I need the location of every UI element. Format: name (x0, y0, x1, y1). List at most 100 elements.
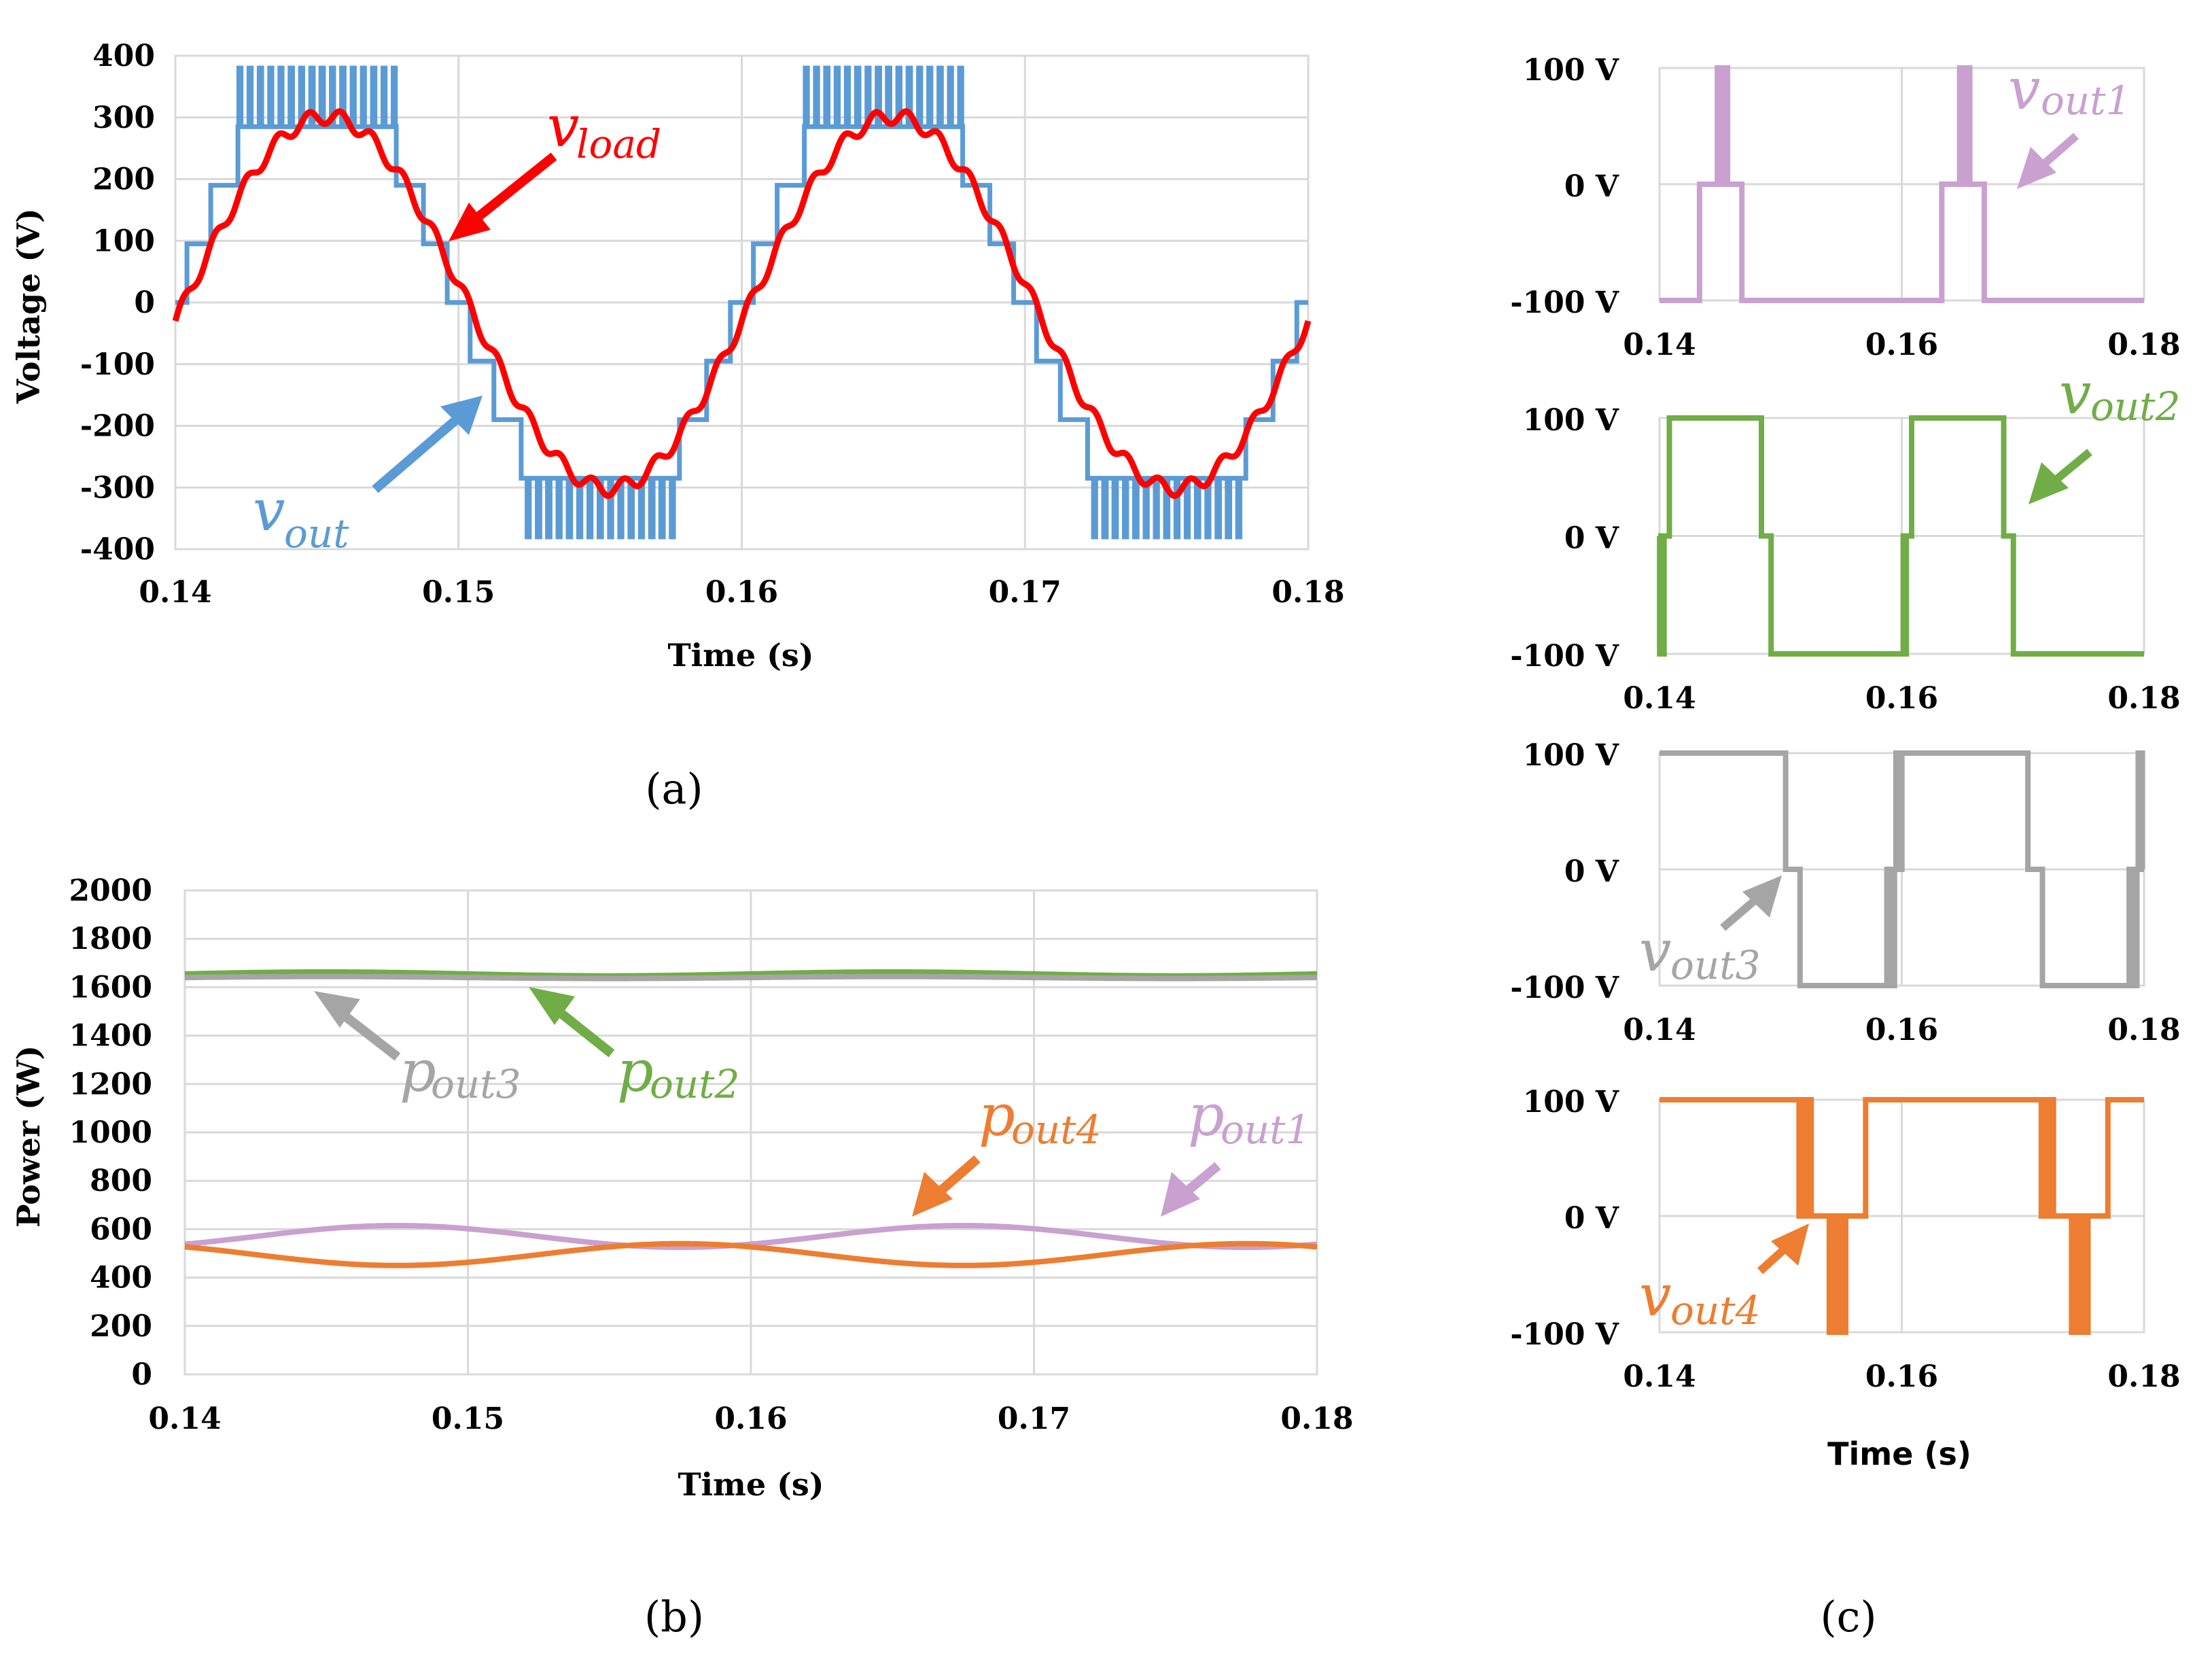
annotation-p-out1-base: p (1188, 1082, 1225, 1149)
subplot-y-tick: 0 V (1564, 169, 1619, 204)
annotation-p-out4: p out4 (912, 1082, 1101, 1217)
panel-a-label: (a) (645, 764, 703, 814)
annotation-p-out3-sub: out3 (431, 1061, 521, 1107)
subplot-v-out4: 100 V 0 V -100 V0.14 0.16 0.18 (1510, 1085, 2180, 1394)
annotation-v-out4-base: v (1639, 1262, 1671, 1329)
subplot-y-tick: 0 V (1564, 854, 1619, 889)
annotation-v-out2-arrowhead (2029, 462, 2069, 504)
subplot-y-tick: 100 V (1523, 53, 1619, 88)
panel-b-y-tick: 2000 (69, 873, 152, 908)
annotation-v-out: v out (253, 396, 482, 557)
annotation-v-out3-sub: out3 (1670, 942, 1760, 988)
annotation-v-out3-arrowhead (1742, 875, 1782, 918)
subplot-y-tick: -100 V (1510, 971, 1619, 1005)
annotation-p-out4-base: p (979, 1082, 1015, 1149)
annotation-p-out2-base: p (617, 1038, 654, 1105)
subplot-y-tick: 100 V (1523, 738, 1619, 773)
panel-c-x-axis-label: Time (s) (1827, 1436, 1971, 1472)
annotation-v-load: v load (449, 93, 661, 241)
subplot-v-out1: 100 V 0 V -100 V0.14 0.16 0.18 (1510, 53, 2180, 362)
series-v-out (175, 65, 1308, 540)
annotation-v-out-arrowhead (440, 396, 482, 435)
annotation-v-out3-base: v (1639, 918, 1671, 984)
panel-a-voltage-chart: 400 300 200 100 0 -100 -200 -300 -400 0.14 0.15 0.1… (10, 39, 1345, 814)
panel-b-y-tick: 0 (131, 1357, 152, 1392)
subplot-v-out3: 100 V 0 V -100 V0.14 0.16 0.18 (1510, 738, 2180, 1047)
annotation-v-out-base: v (253, 477, 285, 544)
subplot-x-tick: 0.16 (1865, 1013, 1938, 1047)
annotation-v-out-sub: out (284, 510, 349, 557)
annotation-v-out2: v out2 (2029, 360, 2180, 504)
panel-b-y-axis-label: Power (W) (10, 1045, 47, 1228)
panel-a-y-tick: 100 (92, 224, 155, 258)
annotation-p-out1-arrowhead (1161, 1172, 1200, 1217)
panel-b-y-tick: 600 (90, 1212, 152, 1247)
subplot-x-tick: 0.16 (1865, 681, 1938, 716)
subplot-x-tick: 0.18 (2107, 328, 2180, 362)
panel-a-y-tick: -200 (80, 409, 155, 444)
subplot-y-tick: -100 V (1510, 639, 1619, 674)
subplot-x-tick: 0.18 (2107, 681, 2180, 716)
annotation-p-out2-arrowhead (529, 987, 575, 1025)
subplot-y-tick: 100 V (1523, 1085, 1619, 1119)
subplot-x-tick: 0.16 (1865, 1359, 1938, 1394)
annotation-v-out2-sub: out2 (2090, 383, 2180, 430)
panel-b-y-tick: 1200 (69, 1067, 152, 1102)
subplot-y-tick: -100 V (1510, 1317, 1619, 1352)
panel-a-x-tick: 0.18 (1271, 575, 1344, 610)
series-p-out3 (184, 973, 1317, 981)
annotation-v-out1-sub: out1 (2041, 77, 2130, 124)
panel-b-y-tick: 1000 (69, 1115, 152, 1150)
subplot-x-tick: 0.18 (2107, 1359, 2180, 1394)
series-v-out3 (1660, 750, 2145, 988)
panel-b-label: (b) (644, 1592, 704, 1641)
panel-b-x-tick: 0.18 (1280, 1402, 1353, 1436)
annotation-v-out1-arrowhead (2017, 147, 2056, 189)
subplot-x-tick: 0.14 (1623, 1013, 1696, 1047)
subplot-x-tick: 0.18 (2107, 1013, 2180, 1047)
panel-a-x-tick: 0.16 (705, 575, 778, 610)
annotation-v-load-sub: load (576, 121, 661, 167)
annotation-v-out1: v out1 (2008, 56, 2130, 189)
panel-b-y-tick: 400 (90, 1261, 152, 1296)
subplot-y-tick: 0 V (1564, 521, 1619, 556)
subplot-y-tick: 0 V (1564, 1201, 1619, 1236)
panel-a-x-axis-label: Time (s) (667, 637, 813, 674)
annotation-p-out3-base: p (400, 1038, 436, 1105)
series-v-load (172, 108, 1312, 499)
annotation-v-out-arrow (372, 411, 466, 493)
annotation-p-out2-sub: out2 (650, 1061, 739, 1107)
annotation-v-out4: v out4 (1639, 1223, 1809, 1334)
annotation-v-load-arrowhead (449, 203, 491, 241)
annotation-v-out2-base: v (2059, 360, 2091, 427)
annotation-v-out1-base: v (2008, 56, 2040, 122)
annotation-p-out3: p out3 (314, 991, 521, 1107)
panel-a-y-tick: 300 (92, 101, 155, 135)
series-p-out1 (184, 1223, 1318, 1251)
annotation-v-load-arrow (466, 152, 557, 228)
annotation-v-load-base: v (547, 93, 579, 160)
panel-b-power-chart: 20001800160014001200100080060040020000.1… (10, 873, 1354, 1641)
panel-a-y-tick: -300 (80, 470, 155, 505)
panel-b-y-tick: 1800 (69, 922, 152, 956)
panel-b-x-axis-label: Time (s) (678, 1466, 824, 1503)
panel-a-y-tick: 400 (92, 39, 155, 73)
annotation-p-out2: p out2 (529, 987, 739, 1107)
annotation-p-out4-arrowhead (912, 1172, 953, 1217)
annotation-p-out1: p out1 (1161, 1082, 1310, 1217)
panel-a-x-tick: 0.17 (989, 575, 1061, 610)
panel-a-y-axis-label: Voltage (V) (10, 208, 47, 404)
annotation-v-out4-sub: out4 (1670, 1287, 1760, 1334)
subplot-v-out2: 100 V 0 V -100 V0.14 0.16 0.18 (1510, 403, 2180, 716)
series-v-out2 (1657, 415, 2144, 657)
panel-a-y-tick: -100 (80, 347, 155, 382)
panel-b-y-tick: 200 (90, 1309, 152, 1344)
panel-b-x-tick: 0.14 (148, 1402, 221, 1436)
subplot-x-tick: 0.14 (1623, 681, 1696, 716)
series-p-out2 (184, 969, 1318, 979)
panel-b-x-tick: 0.15 (432, 1402, 504, 1436)
panel-a-y-tick: -400 (80, 532, 155, 567)
annotation-p-out1-sub: out1 (1221, 1107, 1310, 1153)
